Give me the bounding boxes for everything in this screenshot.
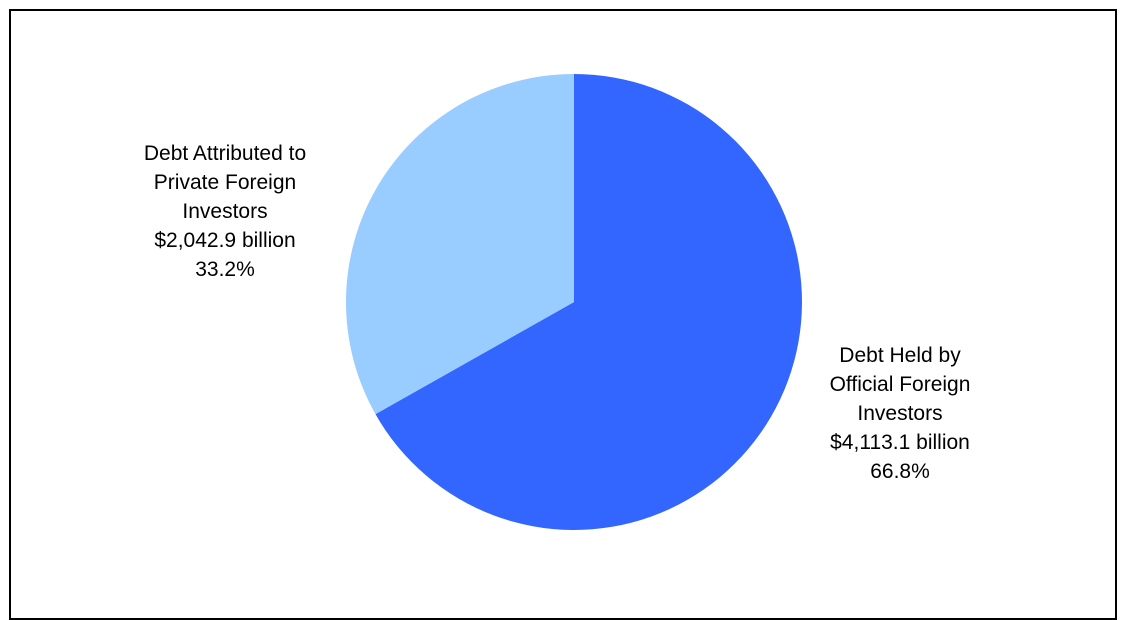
label-private-line-2: Private Foreign [153,171,297,194]
label-official-line-1: Debt Held by [839,344,961,367]
pie-slice-private [345,74,574,415]
label-official: Debt Held by Official Foreign Investors … [790,341,1010,486]
label-official-line-2: Official Foreign [829,373,971,396]
label-private-percent: 33.2% [195,258,255,281]
label-private-value: $2,042.9 billion [154,229,296,252]
label-official-value: $4,113.1 billion [830,431,970,454]
label-private-line-1: Debt Attributed to [143,142,307,165]
pie-slice-official [375,74,802,530]
label-private: Debt Attributed to Private Foreign Inves… [100,139,350,284]
label-official-percent: 66.8% [870,460,930,483]
label-official-line-3: Investors [857,402,943,425]
label-private-line-3: Investors [182,200,268,223]
